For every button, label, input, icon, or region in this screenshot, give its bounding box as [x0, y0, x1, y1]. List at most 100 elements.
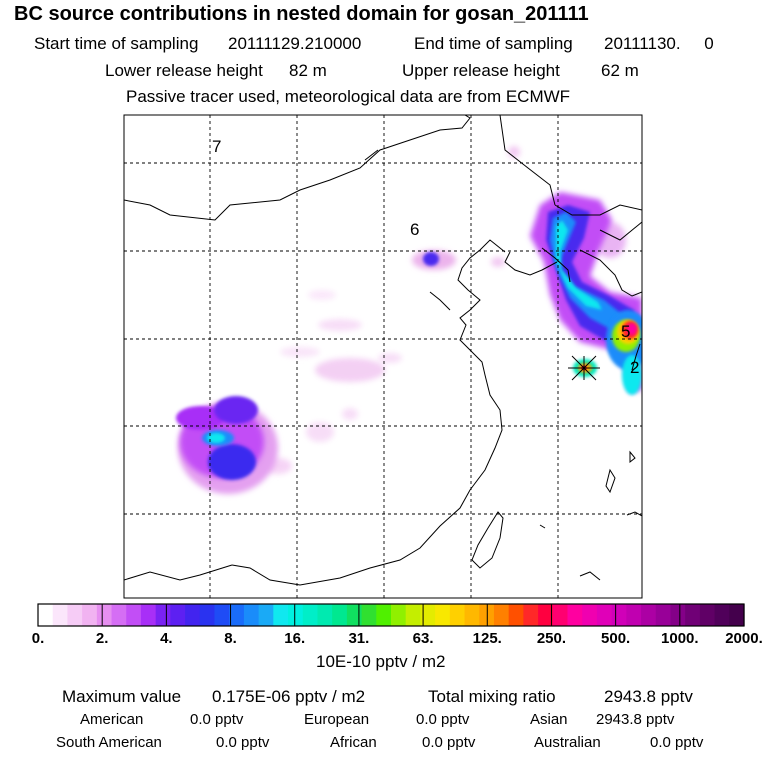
colorbar-swatch: [346, 604, 363, 626]
start-time-value: 20111129.210000: [228, 34, 362, 53]
plume-western-inland: [176, 396, 278, 494]
colorbar-swatch: [435, 604, 451, 626]
receptor-star: [568, 355, 600, 381]
colorbar-swatch: [567, 604, 583, 626]
end-time-label: End time of sampling: [414, 34, 573, 53]
tracer-note: Passive tracer used, meteorological data…: [126, 87, 571, 106]
colorbar-tick-label: 125.: [472, 630, 502, 647]
colorbar-swatch: [273, 604, 289, 626]
region-label-7: 7: [212, 137, 221, 156]
colorbar-swatch: [302, 604, 319, 626]
colorbar-tick-label: 0.: [31, 630, 45, 647]
contrib-label-african: African: [330, 734, 377, 751]
colorbar-swatch: [611, 604, 627, 626]
colorbar-swatch: [655, 604, 672, 626]
total-mixing-label: Total mixing ratio: [428, 687, 556, 706]
contrib-label-asian: Asian: [530, 711, 568, 728]
colorbar-swatch: [523, 604, 539, 626]
colorbar-swatch: [714, 604, 730, 626]
contrib-value-african: 0.0 pptv: [422, 734, 476, 751]
upper-height-label: Upper release height: [402, 61, 560, 80]
colorbar-swatch: [155, 604, 171, 626]
plume-korea-core: [606, 310, 642, 395]
colorbar-swatch: [729, 604, 745, 626]
colorbar-swatch: [493, 604, 510, 626]
colorbar-swatch: [214, 604, 230, 626]
coastlines: [124, 115, 642, 586]
lower-height-value: 82 m: [289, 61, 327, 80]
colorbar-tick-label: 31.: [348, 630, 370, 647]
colorbar-swatch: [52, 604, 69, 626]
colorbar-swatch: [243, 604, 260, 626]
colorbar-tick-label: 2000.: [725, 630, 763, 647]
colorbar-swatch: [229, 604, 245, 626]
contrib-value-asian: 2943.8 pptv: [596, 711, 675, 728]
map-frame: [123, 114, 643, 599]
map-area: [124, 115, 642, 598]
chart-title: BC source contributions in nested domain…: [14, 3, 589, 25]
colorbar-swatch: [258, 604, 274, 626]
colorbar-swatch: [170, 604, 186, 626]
colorbar-swatch: [111, 604, 127, 626]
colorbar-swatch: [391, 604, 407, 626]
contrib-value-australian: 0.0 pptv: [650, 734, 704, 751]
colorbar-swatch: [582, 604, 598, 626]
colorbar-swatch: [699, 604, 716, 626]
region-label-2: 2: [630, 358, 639, 377]
colorbar-frame: [37, 603, 745, 627]
colorbar-swatch: [552, 604, 569, 626]
colorbar-tick-label: 1000.: [661, 630, 699, 647]
colorbar-tick-label: 8.: [224, 630, 237, 647]
region-label-5: 5: [621, 322, 630, 341]
colorbar-swatch: [185, 604, 201, 626]
contrib-label-australian: Australian: [534, 734, 601, 751]
lower-height-label: Lower release height: [105, 61, 263, 80]
colorbar-swatch: [317, 604, 333, 626]
colorbar-tick-label: 500.: [601, 630, 631, 647]
colorbar-ticks: [101, 604, 681, 626]
contrib-label-south-american: South American: [56, 734, 162, 751]
contrib-label-american: American: [80, 711, 144, 728]
contrib-value-american: 0.0 pptv: [190, 711, 244, 728]
colorbar-tick-label: 4.: [160, 630, 173, 647]
colorbar-swatch: [405, 604, 422, 626]
colorbar-swatch: [596, 604, 613, 626]
colorbar: [38, 604, 745, 626]
plume-central-north-spot: [412, 250, 456, 270]
colorbar-swatch: [420, 604, 436, 626]
colorbar-swatch: [538, 604, 554, 626]
colorbar-swatch: [126, 604, 142, 626]
colorbar-swatch: [199, 604, 216, 626]
max-value: 0.175E-06 pptv / m2: [212, 687, 366, 706]
upper-height-value: 62 m: [601, 61, 639, 80]
colorbar-swatch: [464, 604, 480, 626]
map-grid: [124, 115, 642, 598]
contrib-value-south-american: 0.0 pptv: [216, 734, 270, 751]
start-time-label: Start time of sampling: [34, 34, 199, 53]
colorbar-swatch: [288, 604, 304, 626]
colorbar-swatch: [82, 604, 98, 626]
colorbar-swatch: [685, 604, 701, 626]
contrib-value-european: 0.0 pptv: [416, 711, 470, 728]
colorbar-tick-label: 2.: [95, 630, 109, 647]
max-value-label: Maximum value: [62, 687, 182, 706]
colorbar-swatch: [67, 604, 83, 626]
colorbar-swatch: [449, 604, 466, 626]
colorbar-tick-label: 250.: [536, 630, 567, 647]
colorbar-swatch: [38, 604, 54, 626]
colorbar-swatch: [641, 604, 657, 626]
colorbar-swatch: [626, 604, 642, 626]
colorbar-tick-label: 63.: [412, 630, 434, 647]
colorbar-unit: 10E-10 pptv / m2: [316, 652, 446, 671]
colorbar-swatch: [332, 604, 348, 626]
contrib-label-european: European: [304, 711, 370, 728]
total-mixing-value: 2943.8 pptv: [604, 687, 693, 706]
colorbar-swatch: [361, 604, 377, 626]
colorbar-tick-label: 16.: [284, 630, 306, 647]
plume-faint-scatter: [264, 146, 626, 474]
end-time-value: 20111130. 0: [604, 34, 714, 53]
colorbar-swatch: [508, 604, 524, 626]
colorbar-swatch: [376, 604, 392, 626]
region-label-6: 6: [410, 220, 419, 239]
